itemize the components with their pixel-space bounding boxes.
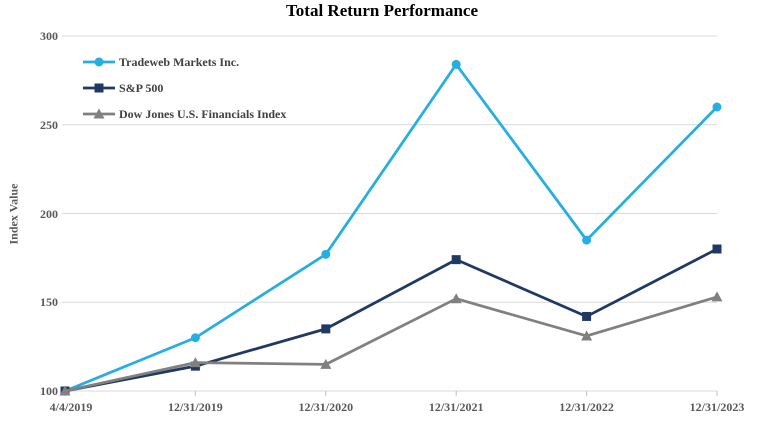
legend-label: S&P 500 — [119, 80, 164, 95]
triangle-marker-icon — [320, 358, 332, 369]
circle-marker-icon — [94, 57, 104, 67]
circle-legend-swatch-icon — [83, 57, 115, 67]
triangle-marker-icon — [93, 108, 105, 119]
square-marker-icon — [712, 244, 722, 254]
x-tick-label: 12/31/2021 — [428, 400, 484, 414]
circle-marker-icon — [712, 102, 722, 112]
x-tick-label: 12/31/2020 — [298, 400, 354, 414]
triangle-marker-icon — [581, 330, 593, 341]
square-marker-icon — [451, 255, 461, 265]
y-tick-label: 150 — [40, 295, 58, 310]
circle-marker-icon — [451, 59, 461, 69]
triangle-legend-swatch-icon — [83, 108, 115, 119]
legend-label: Dow Jones U.S. Financials Index — [119, 106, 287, 121]
square-legend-swatch-icon — [83, 83, 115, 93]
triangle-marker-icon — [59, 385, 71, 396]
legend-item: S&P 500 — [83, 75, 286, 101]
legend: Tradeweb Markets Inc. S&P 500 Dow Jones U.… — [83, 49, 286, 127]
square-marker-icon — [321, 324, 331, 334]
series-line — [64, 247, 718, 393]
series-line — [64, 63, 718, 393]
x-tick-label: 12/31/2023 — [689, 400, 745, 414]
circle-marker-icon — [582, 235, 592, 245]
x-tick-label: 12/31/2022 — [559, 400, 614, 414]
y-tick-label: 200 — [40, 206, 58, 221]
y-tick-label: 300 — [40, 29, 58, 43]
circle-marker-icon — [190, 333, 200, 343]
triangle-marker-icon — [711, 291, 723, 302]
chart-title: Total Return Performance — [286, 1, 478, 20]
triangle-marker-icon — [450, 293, 462, 304]
series-square — [60, 244, 722, 396]
y-tick-label: 250 — [40, 117, 58, 132]
legend-item: Dow Jones U.S. Financials Index — [83, 101, 286, 127]
x-tick-label: 4/4/2019 — [49, 400, 93, 414]
x-tick-label: 12/31/2019 — [168, 400, 223, 414]
legend-item: Tradeweb Markets Inc. — [83, 49, 286, 75]
legend-label: Tradeweb Markets Inc. — [119, 54, 240, 69]
triangle-marker-icon — [189, 357, 201, 368]
circle-marker-icon — [321, 249, 331, 259]
square-marker-icon — [582, 311, 592, 321]
series-triangle — [59, 291, 723, 396]
series-line — [64, 295, 718, 393]
y-tick-label: 100 — [40, 384, 58, 398]
square-marker-icon — [94, 83, 104, 93]
